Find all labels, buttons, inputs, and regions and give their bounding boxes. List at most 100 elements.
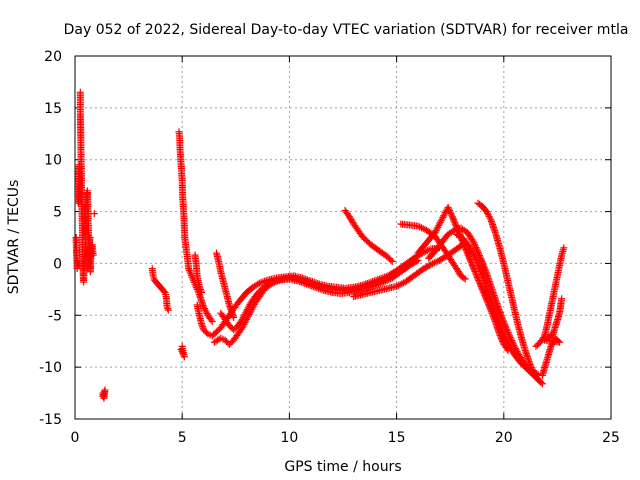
series-lower_15h	[350, 239, 469, 301]
data-point	[441, 210, 449, 218]
data-point	[469, 249, 477, 257]
x-tick-label: 25	[602, 430, 620, 446]
data-point	[500, 331, 508, 339]
data-point	[269, 278, 277, 286]
series-isolated_low	[99, 386, 109, 402]
series-early_scatter	[72, 88, 98, 286]
data-point	[425, 261, 433, 269]
data-point	[261, 277, 269, 285]
data-point	[371, 280, 379, 288]
data-point	[245, 302, 253, 310]
data-point	[200, 303, 208, 311]
data-point	[485, 213, 493, 221]
data-point	[451, 219, 459, 227]
data-point	[396, 281, 404, 289]
data-point	[503, 339, 511, 347]
data-point	[436, 218, 444, 226]
data-point	[378, 277, 386, 285]
data-point	[461, 275, 469, 283]
data-point	[431, 228, 439, 236]
data-point	[243, 305, 251, 313]
data-point	[467, 246, 475, 254]
data-point	[241, 310, 249, 318]
y-tick-label: 5	[53, 205, 62, 221]
y-tick-label: -10	[39, 360, 62, 376]
data-point	[465, 243, 473, 251]
data-point	[464, 251, 472, 259]
y-tick-label: 0	[53, 256, 62, 272]
data-point	[75, 262, 83, 270]
data-point	[383, 274, 391, 282]
data-point	[425, 246, 433, 254]
data-point	[446, 208, 454, 216]
data-point	[262, 277, 270, 285]
data-point	[266, 279, 274, 287]
data-point	[444, 203, 452, 211]
data-point	[448, 211, 456, 219]
data-point	[207, 316, 215, 324]
data-point	[483, 208, 491, 216]
data-point	[299, 277, 307, 285]
data-point	[414, 256, 422, 264]
data-point	[208, 318, 216, 326]
data-point	[484, 211, 492, 219]
data-point	[480, 288, 488, 296]
data-point	[445, 205, 453, 213]
data-point	[243, 307, 251, 315]
series-track_d	[453, 230, 544, 386]
data-point	[185, 266, 193, 274]
data-point	[388, 272, 396, 280]
data-point	[202, 308, 210, 316]
grid	[75, 56, 611, 419]
series-spike_dropoff	[213, 249, 238, 321]
data-point	[304, 279, 312, 287]
data-point	[200, 305, 208, 313]
data-point	[501, 334, 509, 342]
data-point	[376, 278, 384, 286]
data-point	[73, 265, 81, 273]
data-point	[186, 268, 194, 276]
data-point	[164, 306, 172, 314]
data-point	[242, 309, 250, 317]
data-point	[434, 223, 442, 231]
data-point	[230, 313, 238, 321]
data-point	[202, 329, 210, 337]
data-point	[536, 378, 544, 386]
data-point	[259, 278, 267, 286]
data-point	[414, 222, 422, 230]
data-point	[240, 312, 248, 320]
data-point	[471, 254, 479, 262]
data-point	[433, 225, 441, 233]
data-point	[394, 281, 402, 289]
data-point	[503, 337, 511, 345]
data-point	[472, 244, 480, 252]
data-point	[306, 279, 314, 287]
data-point	[294, 275, 302, 283]
data-point	[470, 252, 478, 260]
data-point	[422, 247, 430, 255]
data-point	[296, 276, 304, 284]
data-point	[373, 279, 381, 287]
data-point	[308, 280, 316, 288]
data-point	[499, 329, 507, 337]
x-tick-label: 15	[388, 430, 406, 446]
data-point	[238, 315, 246, 323]
data-point	[450, 217, 458, 225]
data-point	[498, 327, 506, 335]
data-point	[244, 304, 252, 312]
data-point	[498, 326, 506, 334]
data-point	[463, 248, 471, 256]
data-point	[437, 217, 445, 225]
data-point	[448, 213, 456, 221]
data-point	[535, 376, 543, 384]
data-point	[475, 250, 483, 258]
data-point	[99, 392, 107, 400]
data-point	[438, 215, 446, 223]
data-point	[90, 210, 98, 218]
series-recovery	[532, 244, 568, 379]
data-point	[432, 227, 440, 235]
y-axis-label: SDTVAR / TECUs	[6, 180, 22, 295]
x-tick-label: 10	[280, 430, 298, 446]
data-point	[432, 258, 440, 266]
